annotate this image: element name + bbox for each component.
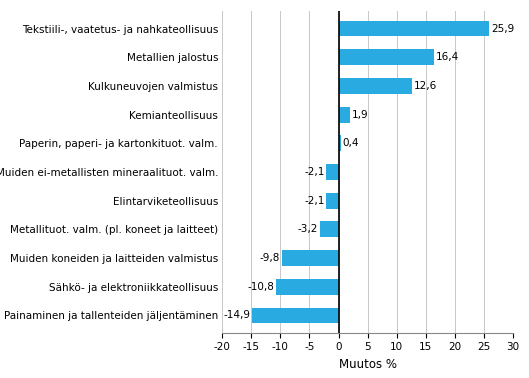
Bar xyxy=(326,164,339,180)
Bar xyxy=(320,222,339,237)
Bar xyxy=(339,50,434,65)
Bar xyxy=(326,193,339,209)
Bar xyxy=(252,308,339,323)
Text: -2,1: -2,1 xyxy=(304,167,325,177)
Text: -3,2: -3,2 xyxy=(298,225,318,234)
Bar xyxy=(339,21,489,36)
Text: 0,4: 0,4 xyxy=(343,138,359,148)
Text: -14,9: -14,9 xyxy=(223,310,250,321)
Text: -9,8: -9,8 xyxy=(259,253,280,263)
Bar xyxy=(276,279,339,294)
Text: 1,9: 1,9 xyxy=(351,110,368,119)
Bar xyxy=(339,135,341,151)
Text: 12,6: 12,6 xyxy=(414,81,437,91)
Bar xyxy=(339,107,350,122)
Text: -2,1: -2,1 xyxy=(304,196,325,206)
Text: 16,4: 16,4 xyxy=(436,52,459,62)
Bar xyxy=(281,250,339,266)
Text: -10,8: -10,8 xyxy=(247,282,274,292)
X-axis label: Muutos %: Muutos % xyxy=(339,358,397,371)
Bar xyxy=(339,78,412,94)
Text: 25,9: 25,9 xyxy=(491,23,514,34)
